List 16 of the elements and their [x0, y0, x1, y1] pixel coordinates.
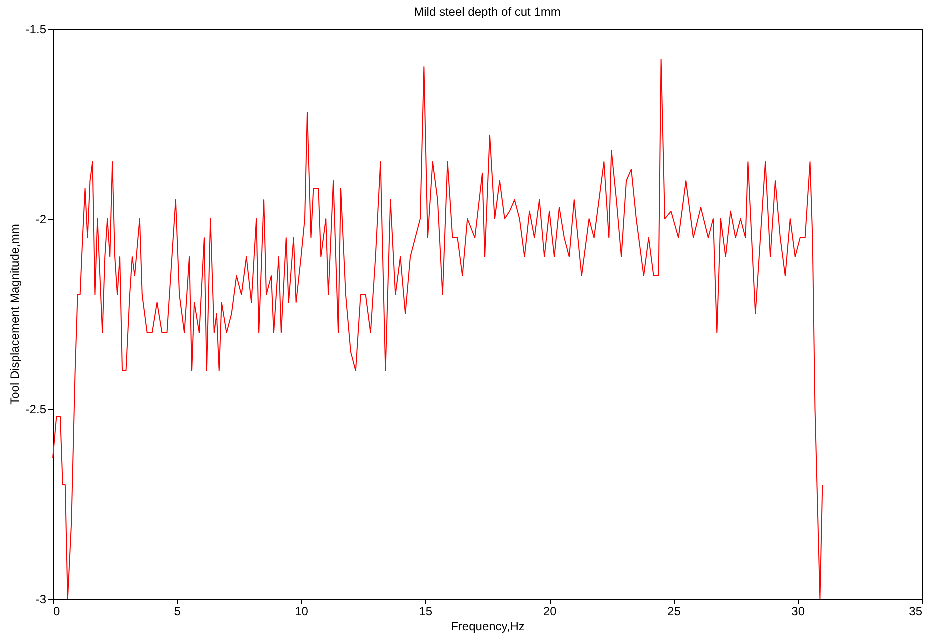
x-tick-label: 20 — [543, 604, 558, 618]
x-tick-label: 30 — [792, 604, 806, 618]
y-tick-label: -3 — [36, 592, 47, 606]
x-axis-title: Frequency,Hz — [451, 620, 525, 634]
y-axis-title: Tool Displacement Magnitude,mm — [8, 224, 22, 405]
line-series — [52, 58, 824, 600]
chart-title: Mild steel depth of cut 1mm — [414, 5, 561, 19]
x-tick-label: 25 — [668, 604, 682, 618]
x-tick-label: 15 — [419, 604, 433, 618]
x-tick-label: 35 — [909, 604, 923, 618]
x-tick-label: 0 — [54, 604, 60, 618]
y-tick-label: -2.5 — [26, 402, 47, 416]
y-tick-label: -1.5 — [26, 22, 47, 36]
x-tick-label: 5 — [174, 604, 182, 618]
x-tick-label: 10 — [295, 604, 309, 618]
y-tick-label: -2 — [36, 212, 47, 226]
